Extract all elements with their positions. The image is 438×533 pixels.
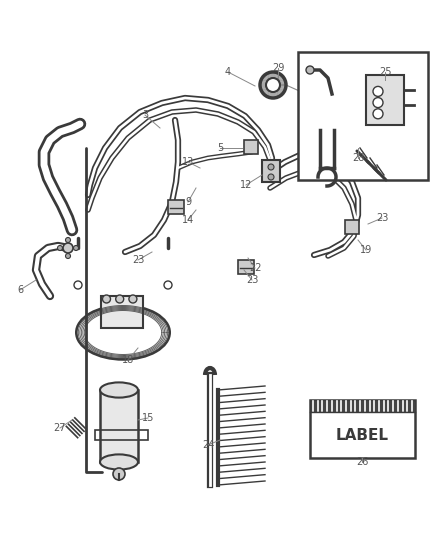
Text: 13: 13	[182, 157, 194, 167]
Bar	[298, 52, 428, 180]
Circle shape	[268, 174, 274, 180]
Circle shape	[66, 254, 71, 259]
Bar	[311, 400, 414, 412]
Text: 25: 25	[379, 67, 391, 77]
Circle shape	[373, 98, 383, 108]
Text: LABEL: LABEL	[336, 429, 389, 443]
Text: 23: 23	[376, 213, 388, 223]
Text: 19: 19	[360, 245, 372, 255]
Text: 6: 6	[17, 285, 23, 295]
Text: 15: 15	[142, 413, 154, 423]
Circle shape	[113, 468, 125, 480]
Text: 3: 3	[142, 110, 148, 120]
Circle shape	[116, 295, 124, 303]
Circle shape	[102, 295, 110, 303]
Text: 14: 14	[182, 215, 194, 225]
Circle shape	[74, 246, 78, 251]
Ellipse shape	[100, 455, 138, 470]
Bar	[366, 75, 404, 125]
Bar	[100, 390, 138, 462]
Bar	[238, 260, 254, 274]
Circle shape	[306, 66, 314, 74]
Text: 5: 5	[217, 143, 223, 153]
Text: 28: 28	[352, 153, 364, 163]
Bar	[95, 431, 148, 440]
Bar	[244, 140, 258, 154]
Text: 26: 26	[356, 457, 368, 467]
Text: 23: 23	[132, 255, 144, 265]
Bar	[168, 200, 184, 214]
Text: 29: 29	[272, 63, 284, 73]
Bar	[345, 220, 359, 234]
Text: 24: 24	[202, 440, 214, 450]
Bar	[262, 160, 280, 182]
Text: 12: 12	[240, 180, 252, 190]
Bar	[101, 296, 143, 327]
Text: 18: 18	[122, 355, 134, 365]
Ellipse shape	[100, 382, 138, 398]
Circle shape	[164, 281, 172, 289]
Circle shape	[57, 246, 63, 251]
Text: 27: 27	[54, 423, 66, 433]
Circle shape	[66, 238, 71, 243]
Circle shape	[129, 295, 137, 303]
Text: 4: 4	[225, 67, 231, 77]
Text: 23: 23	[246, 275, 258, 285]
Circle shape	[268, 164, 274, 170]
Text: 9: 9	[185, 197, 191, 207]
Circle shape	[63, 243, 73, 253]
Circle shape	[373, 86, 383, 96]
Circle shape	[74, 281, 82, 289]
Circle shape	[373, 109, 383, 119]
Bar	[310, 400, 415, 458]
Text: 22: 22	[249, 263, 261, 273]
